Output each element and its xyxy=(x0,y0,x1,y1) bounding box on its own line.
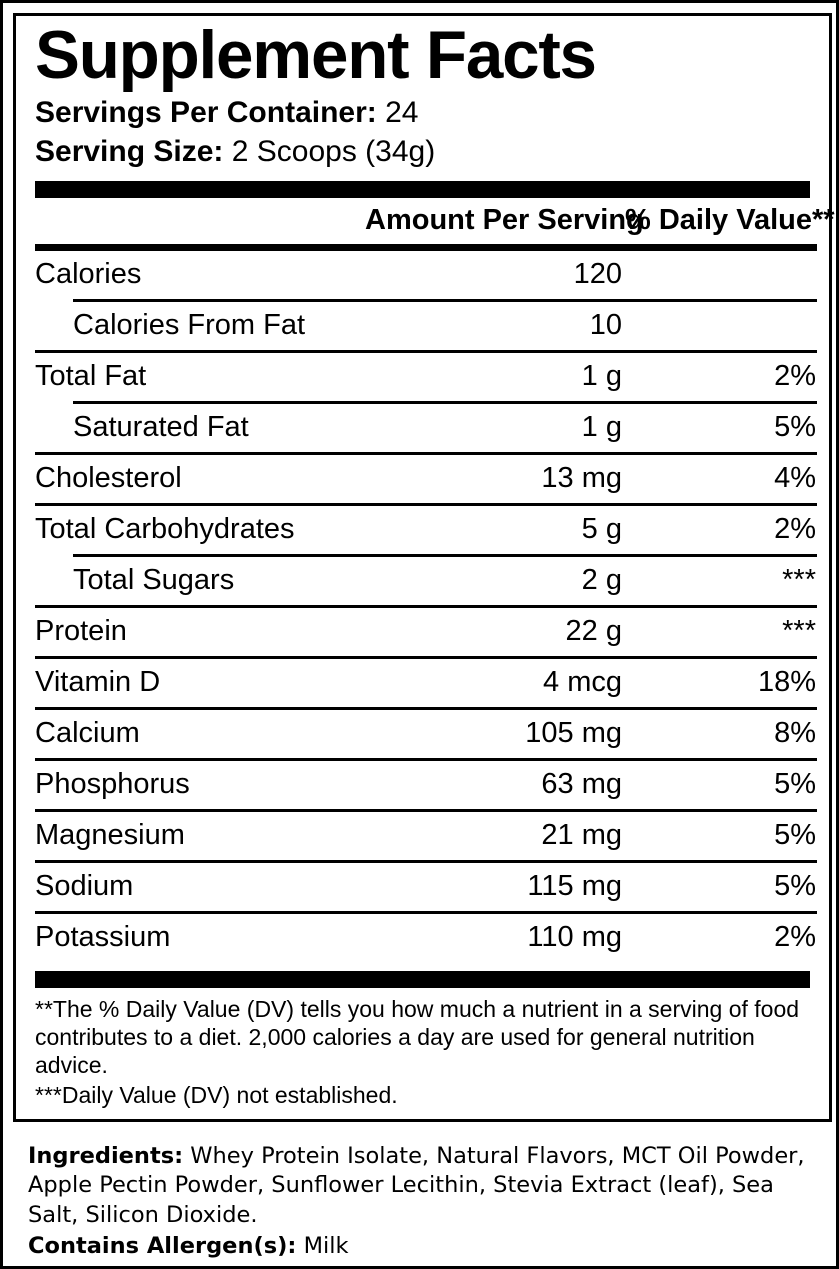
nutrient-amount: 4 mcg xyxy=(543,665,622,698)
row-separator xyxy=(35,859,817,863)
serving-size-line: Serving Size: 2 Scoops (34g) xyxy=(35,132,810,172)
nutrient-daily-value: 4% xyxy=(774,461,816,494)
nutrient-daily-value: 5% xyxy=(774,767,816,800)
row-separator xyxy=(35,400,817,404)
table-row: Cholesterol 13 mg 4% xyxy=(35,455,817,503)
top-thick-bar xyxy=(35,180,810,198)
ingredients-section: Ingredients: Whey Protein Isolate, Natur… xyxy=(28,1142,828,1261)
column-header-nutrient xyxy=(35,198,365,244)
table-row: Phosphorus 63 mg 5% xyxy=(35,761,817,809)
nutrient-name: Calcium xyxy=(35,716,140,749)
supplement-facts-panel: Supplement Facts Servings Per Container:… xyxy=(13,13,835,1122)
nutrient-amount: 115 mg xyxy=(527,869,622,902)
nutrient-daily-value: *** xyxy=(782,614,816,647)
servings-per-container-value: 24 xyxy=(385,95,419,129)
nutrient-amount: 110 mg xyxy=(527,920,622,953)
nutrient-amount: 1 g xyxy=(581,359,622,392)
nutrient-amount: 21 mg xyxy=(541,818,622,851)
header-underline-row xyxy=(35,243,817,251)
nutrition-table: Amount Per Serving % Daily Value** Calor… xyxy=(35,198,835,962)
nutrient-name: Vitamin D xyxy=(35,665,161,698)
table-row: Protein 22 g *** xyxy=(35,608,817,656)
bottom-thick-bar xyxy=(35,970,810,988)
nutrient-amount: 120 xyxy=(573,257,622,290)
header-underline xyxy=(35,243,817,251)
nutrient-amount: 105 mg xyxy=(525,716,622,749)
table-row: Total Sugars 2 g *** xyxy=(35,557,817,605)
table-row: Total Fat 1 g 2% xyxy=(35,353,817,401)
nutrient-daily-value xyxy=(625,302,817,350)
nutrient-amount: 2 g xyxy=(581,563,622,596)
row-separator xyxy=(35,604,817,608)
nutrient-amount: 22 g xyxy=(565,614,622,647)
footnote-daily-value: **The % Daily Value (DV) tells you how m… xyxy=(35,995,800,1078)
row-separator xyxy=(35,757,817,761)
ingredients-label: Ingredients: xyxy=(28,1143,184,1169)
ingredients-text: Whey Protein Isolate, Natural Flavors, M… xyxy=(28,1143,805,1228)
nutrient-daily-value: 2% xyxy=(774,920,816,953)
nutrient-name: Total Carbohydrates xyxy=(35,512,295,545)
nutrient-name: Potassium xyxy=(35,920,171,953)
nutrient-amount: 5 g xyxy=(581,512,622,545)
row-separator xyxy=(35,706,817,710)
allergen-text: Milk xyxy=(303,1232,349,1259)
nutrient-daily-value: *** xyxy=(782,563,816,596)
nutrient-daily-value: 2% xyxy=(774,359,816,392)
row-separator xyxy=(35,502,817,506)
nutrient-name: Total Sugars xyxy=(73,563,235,596)
nutrient-name: Total Fat xyxy=(35,359,147,392)
nutrient-name: Saturated Fat xyxy=(73,410,249,443)
row-separator xyxy=(35,298,817,302)
page-title: Supplement Facts xyxy=(35,17,597,93)
nutrient-amount: 1 g xyxy=(581,410,622,443)
nutrient-amount: 10 xyxy=(589,308,622,341)
nutrient-daily-value: 2% xyxy=(774,512,816,545)
nutrient-daily-value: 5% xyxy=(774,410,816,443)
row-separator xyxy=(35,553,817,557)
nutrient-name: Sodium xyxy=(35,869,134,902)
row-separator xyxy=(35,451,817,455)
nutrient-amount: 63 mg xyxy=(541,767,622,800)
nutrient-daily-value: 18% xyxy=(757,665,816,698)
row-separator xyxy=(35,655,817,659)
allergen-line: Contains Allergen(s): Milk xyxy=(28,1232,828,1261)
nutrient-name: Calories xyxy=(35,257,142,290)
table-row: Vitamin D 4 mcg 18% xyxy=(35,659,817,707)
nutrient-daily-value: 5% xyxy=(774,818,816,851)
servings-per-container-line: Servings Per Container: 24 xyxy=(35,93,810,133)
row-separator xyxy=(35,808,817,812)
table-row: Saturated Fat 1 g 5% xyxy=(35,404,817,452)
nutrient-daily-value xyxy=(625,251,817,299)
nutrient-daily-value: 5% xyxy=(774,869,816,902)
table-row: Potassium 110 mg 2% xyxy=(35,914,817,962)
nutrient-name: Calories From Fat xyxy=(73,308,306,341)
allergen-label: Contains Allergen(s): xyxy=(28,1232,297,1259)
footnote-not-established: ***Daily Value (DV) not established. xyxy=(35,1081,398,1108)
nutrient-name: Protein xyxy=(35,614,127,647)
table-header-row: Amount Per Serving % Daily Value** xyxy=(35,198,835,244)
table-row: Sodium 115 mg 5% xyxy=(35,863,817,911)
ingredients-line: Ingredients: Whey Protein Isolate, Natur… xyxy=(28,1142,828,1230)
table-row: Calories 120 xyxy=(35,251,817,299)
table-row: Total Carbohydrates 5 g 2% xyxy=(35,506,817,554)
serving-size-value: 2 Scoops (34g) xyxy=(231,135,436,169)
nutrient-amount: 13 mg xyxy=(541,461,622,494)
servings-per-container-label: Servings Per Container: xyxy=(35,95,377,129)
table-row: Calcium 105 mg 8% xyxy=(35,710,817,758)
nutrient-name: Magnesium xyxy=(35,818,185,851)
column-header-amount: Amount Per Serving xyxy=(365,203,644,236)
column-header-daily-value: % Daily Value** xyxy=(625,203,835,236)
table-row: Calories From Fat 10 xyxy=(35,302,817,350)
nutrient-name: Cholesterol xyxy=(35,461,182,494)
nutrient-daily-value: 8% xyxy=(774,716,816,749)
row-separator xyxy=(35,349,817,353)
row-separator xyxy=(35,910,817,914)
nutrient-name: Phosphorus xyxy=(35,767,190,800)
footnotes: **The % Daily Value (DV) tells you how m… xyxy=(35,988,810,1109)
table-row: Magnesium 21 mg 5% xyxy=(35,812,817,860)
serving-size-label: Serving Size: xyxy=(35,135,224,169)
